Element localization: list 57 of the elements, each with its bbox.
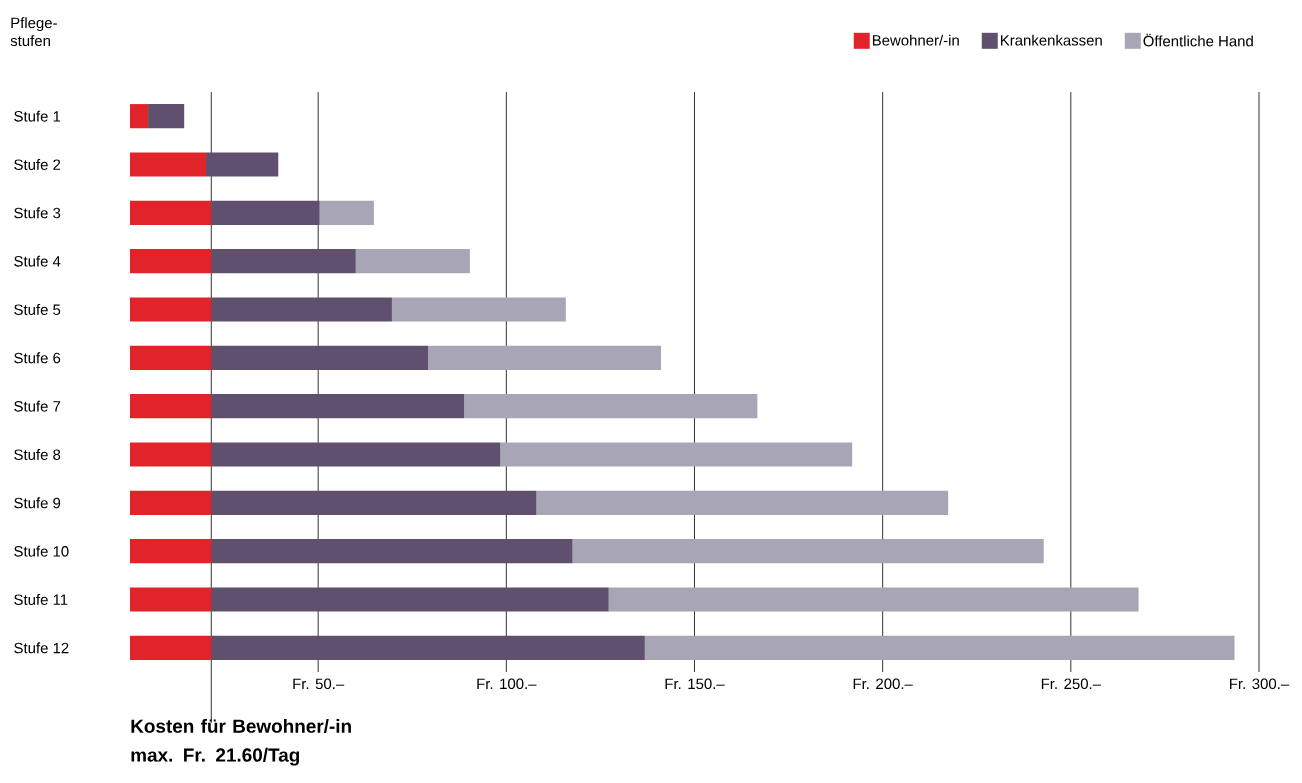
bar	[206, 152, 279, 177]
bar	[211, 297, 392, 322]
bar	[391, 297, 566, 322]
bar	[428, 345, 662, 370]
bar	[211, 345, 429, 370]
y-tick-label: Stufe 8	[14, 449, 61, 460]
y-tick-label: Stufe 5	[14, 304, 61, 315]
bar	[130, 587, 212, 612]
y-tick-label: Stufe 9	[14, 497, 61, 509]
x-tick-label: Fr. 300.–	[1230, 678, 1290, 690]
bar	[644, 635, 1235, 660]
y-tick-label: Stufe 2	[14, 159, 61, 170]
x-tick-label: Fr. 50.–	[293, 678, 345, 690]
bar	[536, 490, 949, 515]
bar	[211, 490, 537, 515]
bar	[130, 345, 212, 370]
bar	[211, 200, 320, 225]
y-tick-label: Stufe 10	[14, 545, 69, 557]
bar	[211, 394, 465, 419]
ref-line-label: Kosten für Bewohner/-in max. Fr. 21.60/Tag	[131, 718, 351, 766]
bar	[130, 249, 212, 274]
bar	[319, 200, 374, 225]
bar	[148, 104, 185, 129]
y-tick-label: Stufe 6	[14, 352, 61, 364]
bar	[211, 249, 356, 274]
bar	[130, 152, 207, 177]
bar	[500, 442, 853, 467]
bar	[130, 394, 212, 419]
x-tick-label: Fr. 250.–	[1041, 678, 1101, 690]
legend-label: Bewohner/-in	[872, 34, 959, 46]
x-tick-label: Fr. 200.–	[853, 678, 913, 690]
bar	[130, 297, 212, 322]
y-tick-label: Stufe 12	[14, 642, 69, 654]
bar	[572, 539, 1044, 564]
bar	[130, 539, 212, 564]
y-tick-label: Stufe 7	[14, 400, 61, 412]
bar	[211, 539, 573, 564]
bar	[608, 587, 1139, 612]
x-tick-label: Fr. 150.–	[665, 678, 725, 690]
x-tick-label: Fr. 100.–	[477, 678, 537, 690]
legend-label: Krankenkassen	[1000, 34, 1102, 46]
bar	[130, 635, 212, 660]
bar	[464, 394, 758, 419]
bar	[211, 635, 645, 660]
y-tick-label: Stufe 1	[14, 110, 61, 122]
bar	[130, 104, 149, 129]
bar	[211, 442, 501, 467]
y-tick-label: Stufe 11	[14, 594, 68, 605]
bar	[130, 490, 212, 515]
legend-label: Öffentliche Hand	[1143, 33, 1253, 47]
bar	[355, 249, 470, 274]
y-tick-label: Stufe 4	[14, 255, 61, 267]
bar	[130, 442, 212, 467]
y-axis-title: Pflege-stufen	[10, 17, 57, 47]
y-tick-label: Stufe 3	[14, 207, 61, 219]
bar	[130, 200, 212, 225]
bar	[211, 587, 609, 612]
